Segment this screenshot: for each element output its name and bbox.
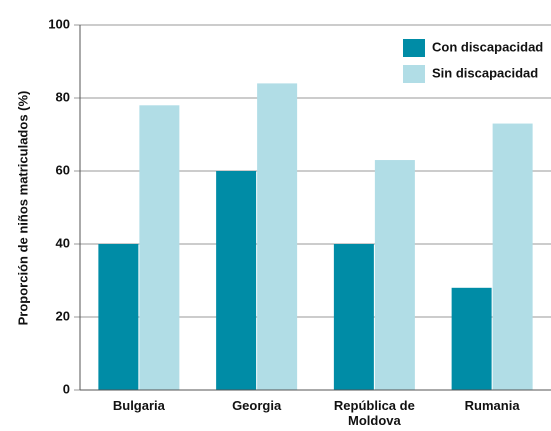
legend-swatch (403, 39, 425, 57)
bar (139, 105, 180, 391)
bar (374, 160, 415, 390)
y-tick-label: 0 (63, 381, 70, 396)
bar (216, 171, 257, 390)
x-tick-label: Georgia (232, 398, 282, 413)
legend-swatch (403, 65, 425, 83)
y-tick-label: 100 (48, 16, 70, 31)
legend-label: Con discapacidad (432, 39, 543, 54)
y-axis-label: Proporción de niños matriculados (%) (15, 91, 30, 326)
y-tick-label: 20 (56, 308, 70, 323)
x-tick-label: Bulgaria (112, 398, 165, 413)
bar (333, 244, 374, 390)
legend-label: Sin discapacidad (432, 65, 538, 80)
bar (98, 244, 139, 390)
y-tick-label: 40 (56, 235, 70, 250)
x-tick-label: República de Moldova (333, 398, 415, 428)
bar (492, 123, 533, 391)
y-tick-label: 60 (56, 162, 70, 177)
y-tick-label: 80 (56, 89, 70, 104)
x-tick-label: Rumania (464, 398, 520, 413)
bar (257, 83, 298, 391)
bar (451, 287, 492, 390)
